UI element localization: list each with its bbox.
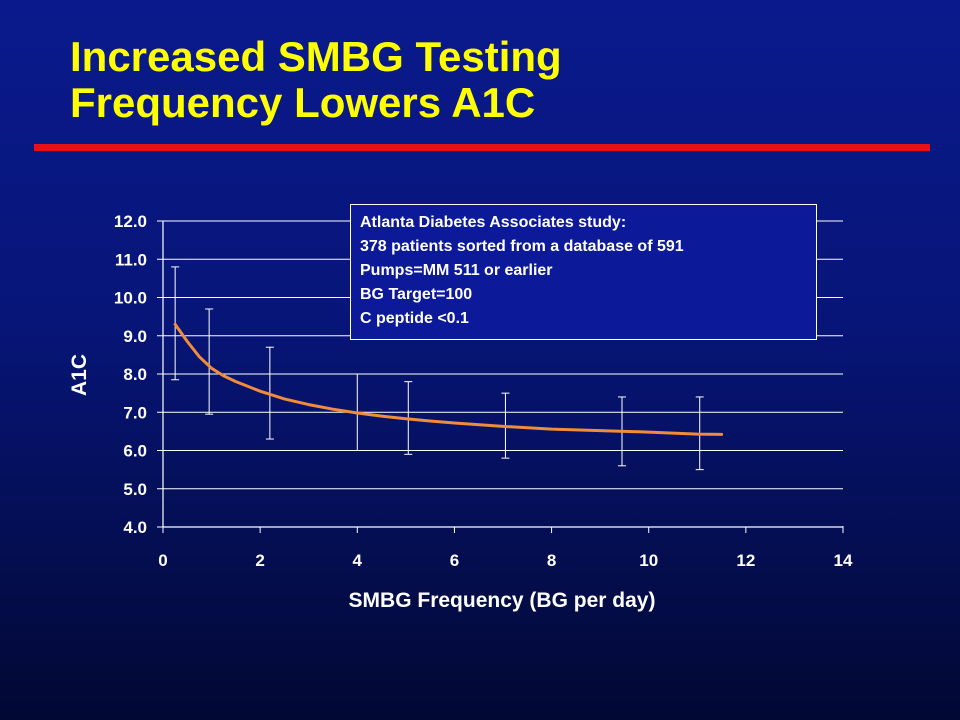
- ticks: 4.0 5.0 6.0 7.0 8.0 9.0 10.0 11.0 12.0 0 2 4 6 8 10 12 1…: [114, 212, 853, 570]
- y-tick-label: 12.0: [114, 212, 147, 231]
- x-tick-label: 10: [639, 551, 658, 570]
- error-bar: [205, 308, 214, 415]
- slide-title-line-1: Increased SMBG Testing: [70, 33, 562, 80]
- series-lines: [173, 322, 724, 436]
- y-tick-label: 8.0: [123, 365, 147, 384]
- y-tick-label: 10.0: [114, 289, 147, 308]
- annotation-line-2: 378 patients sorted from a database of 5…: [360, 238, 684, 255]
- x-tick-label: 4: [353, 551, 363, 570]
- x-tick-label: 6: [450, 551, 459, 570]
- study-annotation-box: Atlanta Diabetes Associates study: 378 p…: [350, 204, 817, 340]
- x-tick-label: 8: [547, 551, 556, 570]
- slide-title: Increased SMBG Testing Frequency Lowers …: [70, 34, 930, 126]
- y-axis-label: A1C: [68, 354, 91, 396]
- x-tick-label: 12: [736, 551, 755, 570]
- a1c-trend-line: [173, 322, 724, 436]
- slide-title-line-2: Frequency Lowers A1C: [70, 79, 536, 126]
- title-divider: [34, 144, 930, 151]
- y-tick-label: 4.0: [123, 518, 147, 537]
- x-tick-label: 2: [255, 551, 264, 570]
- y-tick-label: 5.0: [123, 480, 147, 499]
- annotation-line-1: Atlanta Diabetes Associates study:: [360, 214, 627, 231]
- y-tick-label: 6.0: [123, 442, 147, 461]
- y-tick-label: 9.0: [123, 327, 147, 346]
- x-axis-label: SMBG Frequency (BG per day): [349, 589, 656, 612]
- annotation-line-5: C peptide <0.1: [360, 310, 469, 327]
- x-tick-label: 14: [834, 551, 853, 570]
- y-tick-label: 7.0: [123, 403, 147, 422]
- annotation-line-4: BG Target=100: [360, 286, 473, 303]
- annotation-line-3: Pumps=MM 511 or earlier: [360, 262, 553, 279]
- y-tick-label: 11.0: [115, 250, 147, 269]
- x-tick-label: 0: [158, 551, 167, 570]
